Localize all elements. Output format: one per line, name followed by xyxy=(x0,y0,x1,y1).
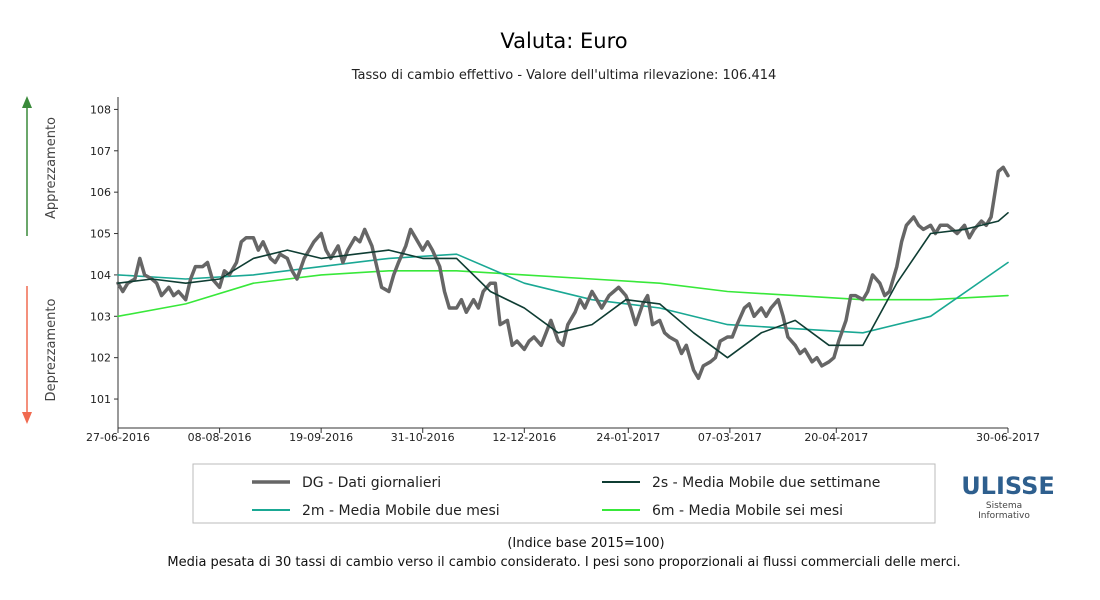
x-tick-label: 20-04-2017 xyxy=(804,431,868,444)
legend: DG - Dati giornalieri 2s - Media Mobile d… xyxy=(252,475,880,519)
y-axis-ticks: 101 102 103 104 105 106 107 108 xyxy=(90,103,118,406)
appreciation-arrow-icon xyxy=(22,96,32,236)
chart-subtitle: Tasso di cambio effettivo - Valore dell'… xyxy=(351,68,777,83)
y-tick-label: 106 xyxy=(90,186,111,199)
legend-label: 6m - Media Mobile sei mesi xyxy=(652,503,843,519)
x-tick-label: 24-01-2017 xyxy=(596,431,660,444)
legend-label: DG - Dati giornalieri xyxy=(302,475,441,491)
y-tick-label: 102 xyxy=(90,352,111,365)
x-tick-label: 31-10-2016 xyxy=(391,431,455,444)
legend-item-dg: DG - Dati giornalieri xyxy=(252,475,441,491)
x-tick-label: 30-06-2017 xyxy=(976,431,1040,444)
chart-title: Valuta: Euro xyxy=(500,29,627,53)
logo-line1: Sistema xyxy=(986,501,1022,511)
series-layer xyxy=(116,165,1010,381)
y-tick-label: 105 xyxy=(90,228,111,241)
x-tick-label: 07-03-2017 xyxy=(698,431,762,444)
appreciation-label: Apprezzamento xyxy=(44,117,59,219)
series-dg-line xyxy=(116,165,1010,381)
depreciation-arrow-icon xyxy=(22,286,32,424)
x-tick-label: 19-09-2016 xyxy=(289,431,353,444)
legend-box xyxy=(192,463,936,524)
x-tick-label: 08-08-2016 xyxy=(188,431,252,444)
y-tick-label: 101 xyxy=(90,393,111,406)
logo-name: ULISSE xyxy=(961,472,1055,500)
legend-label: 2m - Media Mobile due mesi xyxy=(302,503,500,519)
logo-line2: Informativo xyxy=(978,511,1030,521)
legend-item-2m: 2m - Media Mobile due mesi xyxy=(252,503,500,519)
x-axis-ticks: 27-06-2016 08-08-2016 19-09-2016 31-10-2016… xyxy=(86,428,1040,444)
ulisse-logo: ULISSE Sistema Informativo xyxy=(961,472,1055,521)
footer-note: Media pesata di 30 tassi di cambio verso… xyxy=(167,555,960,570)
legend-label: 2s - Media Mobile due settimane xyxy=(652,475,880,491)
series-2m-line xyxy=(117,253,1009,334)
depreciation-label: Deprezzamento xyxy=(44,299,59,402)
y-tick-label: 104 xyxy=(90,269,111,282)
legend-item-2s: 2s - Media Mobile due settimane xyxy=(602,475,880,491)
x-tick-label: 12-12-2016 xyxy=(492,431,556,444)
y-tick-label: 108 xyxy=(90,103,111,116)
x-tick-label: 27-06-2016 xyxy=(86,431,150,444)
footer-base: (Indice base 2015=100) xyxy=(507,536,664,551)
legend-item-6m: 6m - Media Mobile sei mesi xyxy=(602,503,843,519)
series-2s-line xyxy=(117,212,1009,359)
chart-axes xyxy=(117,97,1008,429)
y-tick-label: 103 xyxy=(90,310,111,323)
y-tick-label: 107 xyxy=(90,145,111,158)
